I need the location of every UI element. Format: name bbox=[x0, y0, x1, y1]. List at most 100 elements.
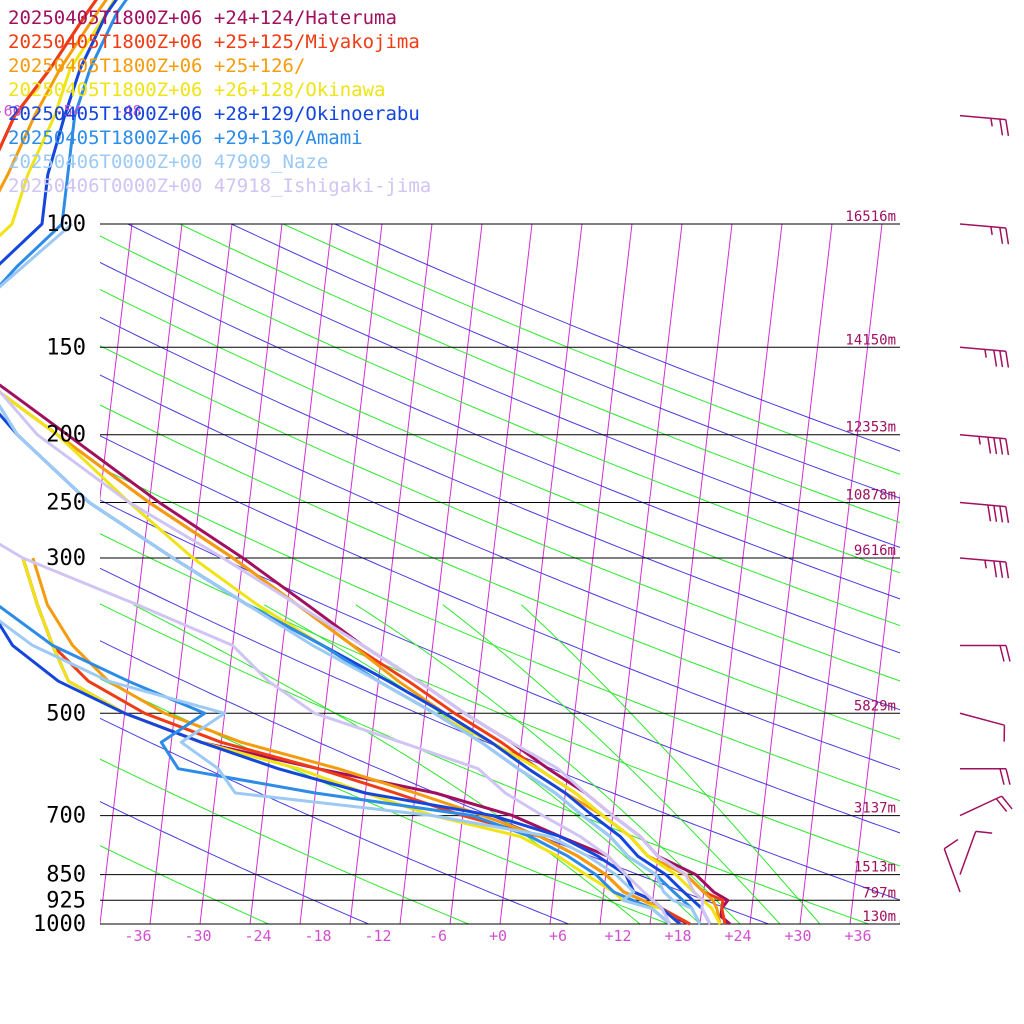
pressure-label: 300 bbox=[46, 546, 86, 571]
temperature-tick-label: -30 bbox=[184, 927, 211, 945]
wind-barb bbox=[959, 712, 1006, 742]
wind-barb-flag bbox=[999, 227, 1004, 244]
legend-entry: 20250406T0000Z+00 47909_Naze bbox=[8, 151, 328, 173]
dry-adiabat-line bbox=[100, 640, 770, 924]
wind-barb-flag bbox=[975, 830, 993, 834]
dry-adiabat-line bbox=[100, 603, 870, 924]
pressure-label: 700 bbox=[46, 804, 86, 829]
temperature-line bbox=[0, 0, 722, 925]
wind-barb-flag bbox=[999, 438, 1004, 455]
wind-barb bbox=[960, 767, 1011, 785]
wind-barb-flag bbox=[999, 350, 1004, 368]
series-layer bbox=[0, 0, 731, 926]
pressure-label: 850 bbox=[46, 863, 86, 888]
dewpoint-line bbox=[0, 619, 671, 926]
temperature-tick-label: +0 bbox=[489, 927, 507, 945]
dewpoint-line bbox=[0, 622, 681, 926]
wind-barb-staff bbox=[959, 433, 1006, 440]
dry-adiabat-line bbox=[100, 717, 570, 924]
wind-barb-flag bbox=[993, 505, 998, 522]
moist-adiabat-line bbox=[355, 604, 741, 924]
isotherm-line bbox=[649, 224, 733, 924]
wind-barb bbox=[959, 433, 1010, 456]
dry-adiabat-line bbox=[100, 404, 900, 740]
dry-adiabat-line bbox=[100, 758, 470, 924]
dry-adiabat-line bbox=[100, 499, 900, 834]
wind-barb-flag bbox=[993, 350, 998, 367]
wind-barb bbox=[959, 501, 1010, 523]
height-label: 5829m bbox=[854, 698, 896, 714]
wind-barb-half-flag bbox=[984, 349, 987, 358]
isotherm-line bbox=[699, 224, 783, 924]
moist-adiabat-line bbox=[133, 604, 641, 924]
wind-barb-flag bbox=[999, 645, 1005, 662]
dewpoint-line bbox=[0, 604, 671, 926]
pressure-label: 200 bbox=[46, 423, 86, 448]
legend: 20250405T1800Z+06 +24+124/Hateruma202504… bbox=[8, 7, 431, 197]
wind-barb-staff bbox=[959, 114, 1006, 121]
legend-entry: 20250405T1800Z+06 +28+129/Okinoerabu bbox=[8, 103, 420, 125]
isotherm-line bbox=[299, 224, 383, 924]
moist-adiabat-line bbox=[442, 604, 781, 924]
wind-barb-flag bbox=[1005, 227, 1010, 245]
pressure-label: 1000 bbox=[33, 912, 86, 937]
height-label: 130m bbox=[862, 909, 896, 925]
wind-barb-staff bbox=[943, 848, 961, 893]
wind-barb-flag bbox=[1005, 506, 1010, 523]
wind-barb-half-flag bbox=[990, 226, 993, 235]
temperature-tick-label: -24 bbox=[244, 927, 271, 945]
wind-barb-flag bbox=[993, 560, 998, 578]
wind-barb-flag bbox=[987, 437, 992, 454]
temperature-tick-label: +12 bbox=[604, 927, 631, 945]
isotherm-line bbox=[549, 224, 633, 924]
height-label: 14150m bbox=[845, 332, 896, 348]
dry-adiabat-line bbox=[100, 845, 270, 924]
wind-barb bbox=[959, 346, 1010, 368]
wind-barb-flag bbox=[943, 838, 959, 850]
isotherm-line bbox=[449, 224, 533, 924]
moist-adiabat-line bbox=[521, 604, 821, 924]
isotherm-line bbox=[349, 224, 433, 924]
pressure-label: 150 bbox=[46, 335, 86, 360]
dry-adiabat-line bbox=[100, 345, 900, 682]
label-layer: 100 16516m 150 14150m 200 12353m 250 10878m 300 9… bbox=[0, 102, 896, 945]
wind-barb-staff bbox=[959, 501, 1006, 508]
wind-barb bbox=[959, 830, 993, 875]
wind-barb-half-flag bbox=[990, 118, 993, 127]
isotherm-line bbox=[100, 224, 133, 502]
temperature-tick-label: +30 bbox=[784, 927, 811, 945]
temperature-tick-label: -6 bbox=[429, 927, 447, 945]
temperature-tick-label: +18 bbox=[664, 927, 691, 945]
wind-barb-flag bbox=[995, 798, 1008, 812]
isotherm-line bbox=[249, 224, 333, 924]
isotherm-label: -54 bbox=[55, 102, 82, 120]
wind-barb bbox=[943, 838, 961, 893]
dry-adiabat-line bbox=[100, 235, 900, 574]
temperature-line bbox=[0, 390, 712, 925]
temperature-tick-label: +36 bbox=[844, 927, 871, 945]
dry-adiabat-line bbox=[178, 224, 900, 524]
legend-entry: 20250406T0000Z+00 47918_Ishigaki-jima bbox=[8, 175, 431, 197]
legend-entry: 20250405T1800Z+06 +26+128/Okinawa bbox=[8, 79, 386, 101]
wind-barb-flag bbox=[1005, 561, 1010, 579]
dry-adiabat-line bbox=[126, 224, 900, 548]
wind-barb-flag bbox=[999, 768, 1005, 785]
pressure-label: 925 bbox=[46, 888, 86, 913]
isotherm-label: -48 bbox=[115, 102, 142, 120]
wind-barb-flag bbox=[1001, 795, 1013, 810]
height-label: 3137m bbox=[854, 801, 896, 817]
grid-clip bbox=[100, 224, 1024, 924]
height-label: 12353m bbox=[845, 420, 896, 436]
wind-barb bbox=[959, 114, 1010, 136]
wind-barb-flag bbox=[1005, 119, 1010, 136]
wind-barb-staff bbox=[959, 346, 1006, 353]
isotherm-line bbox=[499, 224, 583, 924]
isotherm-line bbox=[1000, 224, 1024, 924]
pressure-label: 250 bbox=[46, 491, 86, 516]
isotherm-label: -60 bbox=[0, 102, 22, 120]
isotherm-line bbox=[599, 224, 683, 924]
wind-barb-staff bbox=[959, 831, 977, 875]
wind-barb bbox=[959, 223, 1010, 245]
wind-barb-flag bbox=[999, 561, 1004, 578]
